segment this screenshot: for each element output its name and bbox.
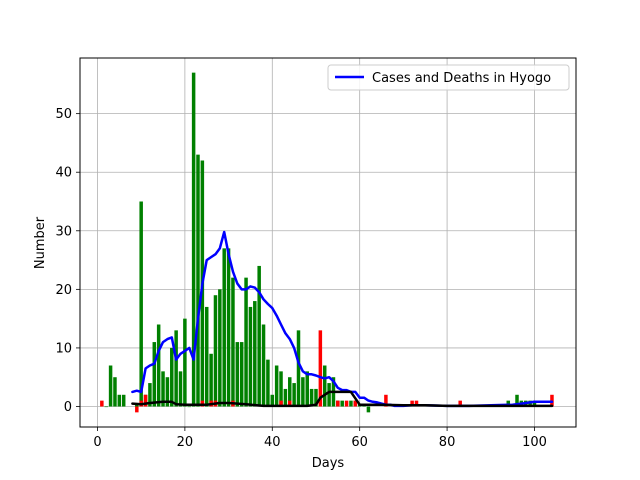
case-bar (327, 383, 331, 407)
case-bar (235, 342, 240, 407)
case-bar (104, 406, 108, 408)
legend-box (327, 64, 570, 91)
case-bar (170, 347, 174, 407)
case-bar (139, 201, 143, 407)
x-tick-label: 60 (351, 435, 368, 450)
case-bar (305, 371, 309, 407)
case-bar (161, 371, 165, 407)
case-bar (231, 277, 235, 407)
death-bar (100, 400, 104, 407)
death-bar (344, 400, 349, 407)
case-bar (279, 371, 283, 407)
case-bar (340, 400, 344, 407)
case-bar (296, 330, 301, 407)
case-bar (288, 377, 292, 407)
case-bar (121, 394, 126, 407)
case-bar (309, 388, 314, 407)
death-bar (384, 394, 388, 407)
case-bar (366, 406, 371, 413)
case-bar (244, 277, 248, 407)
death-bar (410, 400, 414, 407)
legend: Cases and Deaths in Hyogo (327, 64, 570, 91)
case-bar (253, 301, 257, 407)
death-bar (458, 400, 462, 407)
death-bar (143, 394, 148, 407)
case-bar (174, 330, 178, 407)
case-bar (322, 365, 327, 407)
y-tick-label: 20 (55, 283, 72, 298)
x-tick-label: 0 (93, 435, 101, 450)
case-bar (248, 306, 253, 407)
y-axis-label: Number (33, 216, 48, 269)
case-bar (108, 365, 113, 407)
case-bar (274, 365, 279, 407)
death-bar (135, 406, 139, 413)
case-bar (226, 248, 231, 407)
case-bar (117, 394, 122, 407)
series-lines (131, 230, 554, 408)
legend-label: Cases and Deaths in Hyogo (372, 71, 551, 86)
case-bar (532, 400, 537, 407)
case-bar (187, 406, 191, 408)
case-bar (218, 289, 222, 407)
case-bar (515, 394, 519, 407)
y-tick-label: 50 (55, 107, 72, 122)
x-tick-label: 100 (522, 435, 547, 450)
case-bar (135, 404, 139, 407)
case-bar (148, 383, 152, 407)
case-bar (349, 400, 353, 407)
case-bar (314, 388, 318, 407)
case-bar (165, 377, 170, 407)
x-tick-label: 40 (264, 435, 281, 450)
case-bar (183, 318, 187, 407)
case-bar (301, 377, 305, 407)
case-bar (196, 154, 200, 407)
case-bar (239, 342, 244, 407)
case-bar (283, 388, 288, 407)
case-bar (213, 295, 218, 407)
case-bar (270, 394, 275, 407)
case-bar (191, 72, 196, 407)
case-bar (266, 359, 270, 407)
case-bar (152, 342, 157, 407)
y-tick-label: 40 (55, 166, 72, 181)
axis-ticks: 0 20 40 60 80 100 0 10 20 30 40 50 (55, 107, 546, 450)
case-bar (156, 324, 161, 407)
death-bar (318, 330, 323, 407)
x-tick-label: 20 (177, 435, 194, 450)
x-axis-label: Days (312, 456, 345, 471)
case-bar (292, 383, 296, 407)
y-tick-label: 0 (64, 400, 72, 415)
death-bar (336, 400, 340, 407)
case-bar (222, 248, 226, 407)
y-tick-label: 10 (55, 341, 72, 356)
death-bar (414, 400, 419, 407)
case-bar (113, 377, 117, 407)
grid (80, 58, 576, 427)
case-bar (204, 306, 209, 407)
case-bar (209, 353, 213, 407)
death-bar (353, 400, 358, 407)
x-tick-label: 80 (439, 435, 456, 450)
case-bar (178, 371, 183, 407)
death-bar (279, 400, 283, 407)
case-bar (261, 324, 266, 407)
plot-frame (79, 57, 577, 428)
case-bar (257, 265, 261, 407)
death-bar (288, 400, 292, 407)
y-tick-label: 30 (55, 224, 72, 239)
black-line (131, 390, 554, 408)
